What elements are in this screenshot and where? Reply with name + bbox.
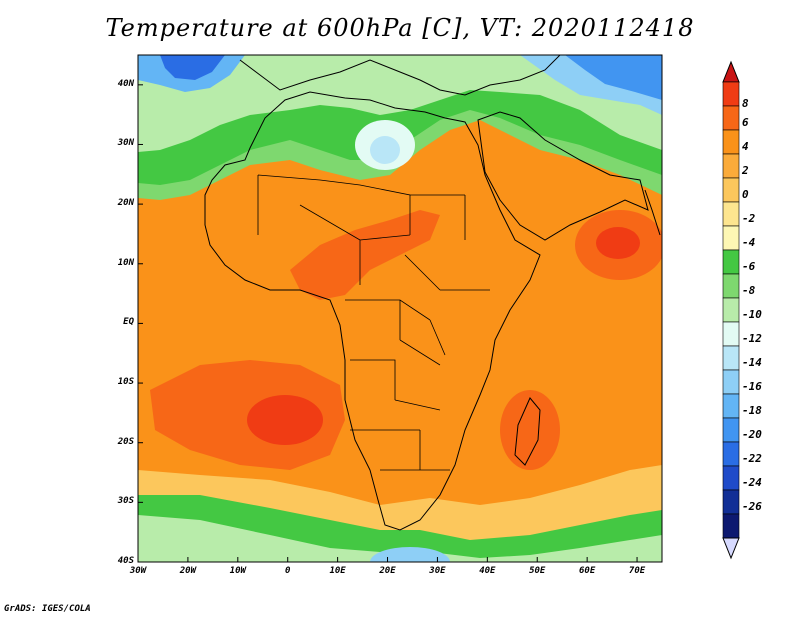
lon-tick-label: 20W [179, 566, 197, 576]
lat-tick-label: 10N [117, 257, 134, 268]
colorbar-segment [722, 225, 740, 251]
colorbar-segment [722, 489, 740, 515]
arabian-sea-hot-core [596, 227, 640, 259]
colorbar-label: -10 [742, 308, 762, 321]
colorbar-segment [722, 369, 740, 395]
lon-tick-label: 20E [379, 566, 396, 576]
colorbar-segment [722, 249, 740, 275]
colorbar-label: -14 [742, 356, 762, 369]
nw-cold-core [160, 55, 225, 80]
colorbar-label: -18 [742, 404, 762, 417]
colorbar-label: -24 [742, 476, 762, 489]
lon-tick-label: 10W [229, 566, 246, 576]
colorbar-segment [722, 105, 740, 131]
colorbar-segment [722, 441, 740, 467]
colorbar-segment [722, 345, 740, 371]
lat-tick-label: 30N [117, 138, 134, 149]
colorbar-segment [722, 513, 740, 539]
lon-tick-label: 30W [129, 566, 147, 576]
sahel-warm-zone [290, 210, 440, 300]
madagascar-warm-zone [500, 390, 560, 470]
lon-tick-label: 10E [329, 566, 346, 576]
colorbar-label: -22 [742, 452, 762, 465]
colorbar-segment [722, 321, 740, 347]
colorbar-segment [722, 273, 740, 299]
colorbar-label: -2 [742, 212, 756, 225]
colorbar-label: -26 [742, 500, 762, 513]
colorbar-segment [722, 129, 740, 155]
colorbar-bottom-cap [722, 537, 740, 560]
colorbar-segment [722, 297, 740, 323]
colorbar-label: -20 [742, 428, 762, 441]
lon-tick-label: 0 [284, 566, 291, 576]
colorbar-label: 8 [742, 97, 749, 110]
ne-cold-core [565, 55, 662, 100]
colorbar-segment [722, 177, 740, 203]
south-cold-core [370, 547, 450, 562]
colorbar-label: -4 [742, 236, 756, 249]
lon-tick-label: 40E [479, 566, 496, 576]
colorbar-segment [722, 81, 740, 107]
lon-tick-label: 60E [579, 566, 596, 576]
country-borders [257, 174, 490, 471]
lon-tick-label: 30E [429, 566, 446, 576]
north-light-green-band [138, 55, 662, 152]
colorbar-top-cap [722, 60, 740, 83]
colorbar-label: -16 [742, 380, 762, 393]
colorbar-label: 6 [742, 116, 749, 129]
lon-tick-label: 50E [529, 566, 546, 576]
colorbar-segment [722, 465, 740, 491]
colorbar-label: 4 [742, 140, 749, 153]
south-light-green-band [138, 515, 662, 562]
europe-coastline [239, 55, 561, 96]
colorbar-label: 0 [742, 188, 749, 201]
lat-tick-label: 20S [117, 436, 134, 447]
lon-tick-label: 70E [628, 566, 646, 576]
lat-tick-label: 40N [117, 78, 134, 89]
colorbar-label: -6 [742, 260, 756, 273]
lat-tick-label: 20N [117, 198, 134, 209]
colorbar-segment [722, 417, 740, 443]
arabia-coastline [477, 111, 649, 241]
lat-tick-label: 40S [117, 556, 134, 566]
colorbar-segment [722, 153, 740, 179]
map-frame [137, 54, 663, 563]
lat-tick-label: 30S [117, 496, 134, 507]
colorbar [722, 60, 740, 560]
grads-credit: GrADS: IGES/COLA [4, 604, 91, 614]
south-atlantic-hot-core [247, 395, 323, 445]
colorbar-segment [722, 201, 740, 227]
colorbar-label: -12 [742, 332, 762, 345]
colorbar-segment [722, 393, 740, 419]
colorbar-label: -8 [742, 284, 756, 297]
colorbar-label: 2 [742, 164, 749, 177]
madagascar-coastline [514, 397, 541, 466]
lat-tick-label: 10S [117, 377, 134, 388]
med-blue-zone [370, 136, 400, 164]
india-coastline [644, 189, 661, 236]
chart-title: Temperature at 600hPa [C], VT: 202011241… [105, 14, 695, 42]
africa-coastline [204, 91, 541, 531]
lat-tick-label: EQ [123, 317, 134, 328]
